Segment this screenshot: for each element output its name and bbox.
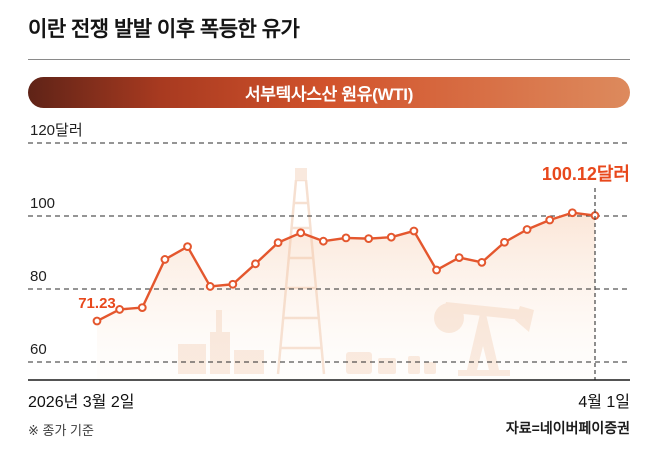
- data-point: [115, 305, 125, 314]
- x-axis-start-label: 2026년 3월 2일: [28, 393, 134, 411]
- data-point: [341, 233, 351, 243]
- data-point: [228, 279, 238, 289]
- ytick-label-80: 80: [30, 268, 47, 285]
- footnote: ※ 종가 기준: [28, 423, 94, 438]
- chart-title-banner: 서부텍사스산 원유(WTI): [28, 77, 630, 108]
- data-point: [477, 257, 487, 267]
- annotation-layer: 71.23 100.12달러: [78, 164, 630, 380]
- data-point: [386, 232, 396, 242]
- ytick-label-60: 60: [30, 341, 47, 358]
- data-point-layer: [92, 208, 600, 326]
- data-point: [567, 208, 577, 218]
- last-value-label: 100.12달러: [542, 164, 630, 184]
- page-title: 이란 전쟁 발발 이후 폭등한 유가: [28, 18, 300, 41]
- gridline-layer: 60 80 100 120달러: [28, 122, 630, 363]
- data-point: [364, 234, 374, 244]
- data-point: [545, 215, 555, 225]
- data-point: [160, 255, 170, 264]
- chart-canvas: 60 80 100 120달러 71.23 100.12달러 2026년 3월 2일 4…: [28, 122, 630, 411]
- data-point: [273, 238, 283, 248]
- chart-title-label: 서부텍사스산 원유(WTI): [244, 85, 414, 104]
- data-point: [318, 236, 328, 246]
- data-point: [92, 316, 102, 326]
- data-point: [205, 282, 215, 291]
- data-point: [137, 303, 147, 313]
- data-point: [183, 242, 192, 252]
- title-divider: [28, 59, 630, 60]
- data-point: [251, 259, 260, 269]
- x-axis-end-label: 4월 1일: [578, 393, 630, 411]
- first-value-label: 71.23: [78, 295, 116, 312]
- data-point: [522, 225, 532, 234]
- price-area-layer: [97, 212, 595, 380]
- data-point: [432, 265, 441, 275]
- data-point: [454, 253, 464, 263]
- ytick-label-120: 120달러: [30, 122, 83, 139]
- data-point: [296, 228, 306, 238]
- ytick-label-100: 100: [30, 195, 55, 212]
- data-point: [500, 237, 509, 247]
- data-point: [409, 226, 419, 236]
- wti-price-chart: 60 80 100 120달러 71.23 100.12달러 2026년 3월 2일 4…: [28, 118, 630, 418]
- price-area: [97, 212, 595, 380]
- source-credit: 자료=네이버페이증권: [505, 420, 630, 436]
